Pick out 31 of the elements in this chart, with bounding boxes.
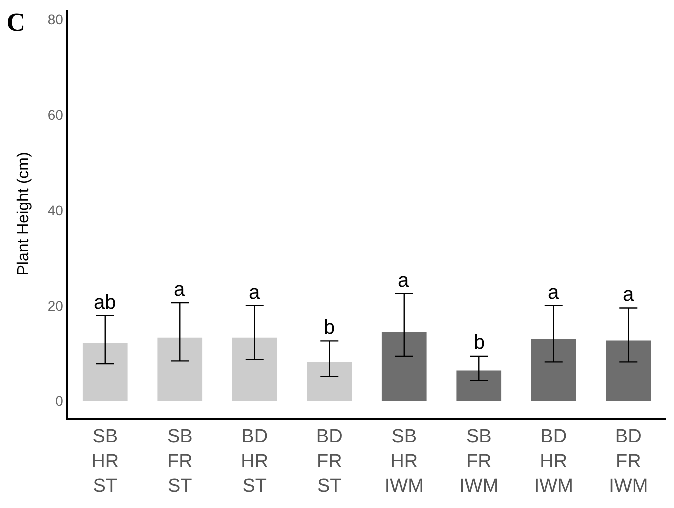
annotation: a — [398, 270, 410, 292]
y-tick-label: 20 — [48, 298, 64, 314]
bar — [606, 340, 652, 402]
x-tick-label: SB FR ST — [167, 426, 193, 497]
x-tick-label: BD HR IWM — [534, 426, 574, 497]
annotation: b — [324, 317, 336, 339]
x-tick-label: BD HR ST — [241, 426, 269, 497]
annotation: a — [548, 282, 560, 304]
x-tick-label: SB HR IWM — [384, 426, 424, 497]
bar — [382, 332, 427, 402]
bar — [232, 338, 278, 402]
bar — [82, 344, 128, 402]
annotation: ab — [94, 292, 116, 314]
annotation: b — [474, 332, 486, 354]
x-tick-label: BD FR IWM — [609, 426, 648, 497]
bar — [158, 338, 203, 402]
y-tick-label: 60 — [48, 106, 64, 123]
annotation: a — [174, 279, 186, 301]
y-tick-label: 0 — [56, 393, 64, 410]
bar — [456, 370, 502, 402]
annotation: a — [623, 284, 635, 306]
bar — [307, 362, 352, 402]
bar — [531, 339, 576, 402]
x-tick-label: SB FR IWM — [460, 426, 499, 497]
x-tick-label: BD FR ST — [316, 426, 343, 497]
y-axis-title: Plant Height (cm) — [15, 152, 32, 276]
y-tick-label: 40 — [48, 202, 64, 218]
chart-title: C — [6, 8, 26, 37]
annotation: a — [249, 282, 261, 304]
x-tick-label: SB HR ST — [92, 426, 120, 497]
y-tick-label: 80 — [48, 11, 64, 28]
